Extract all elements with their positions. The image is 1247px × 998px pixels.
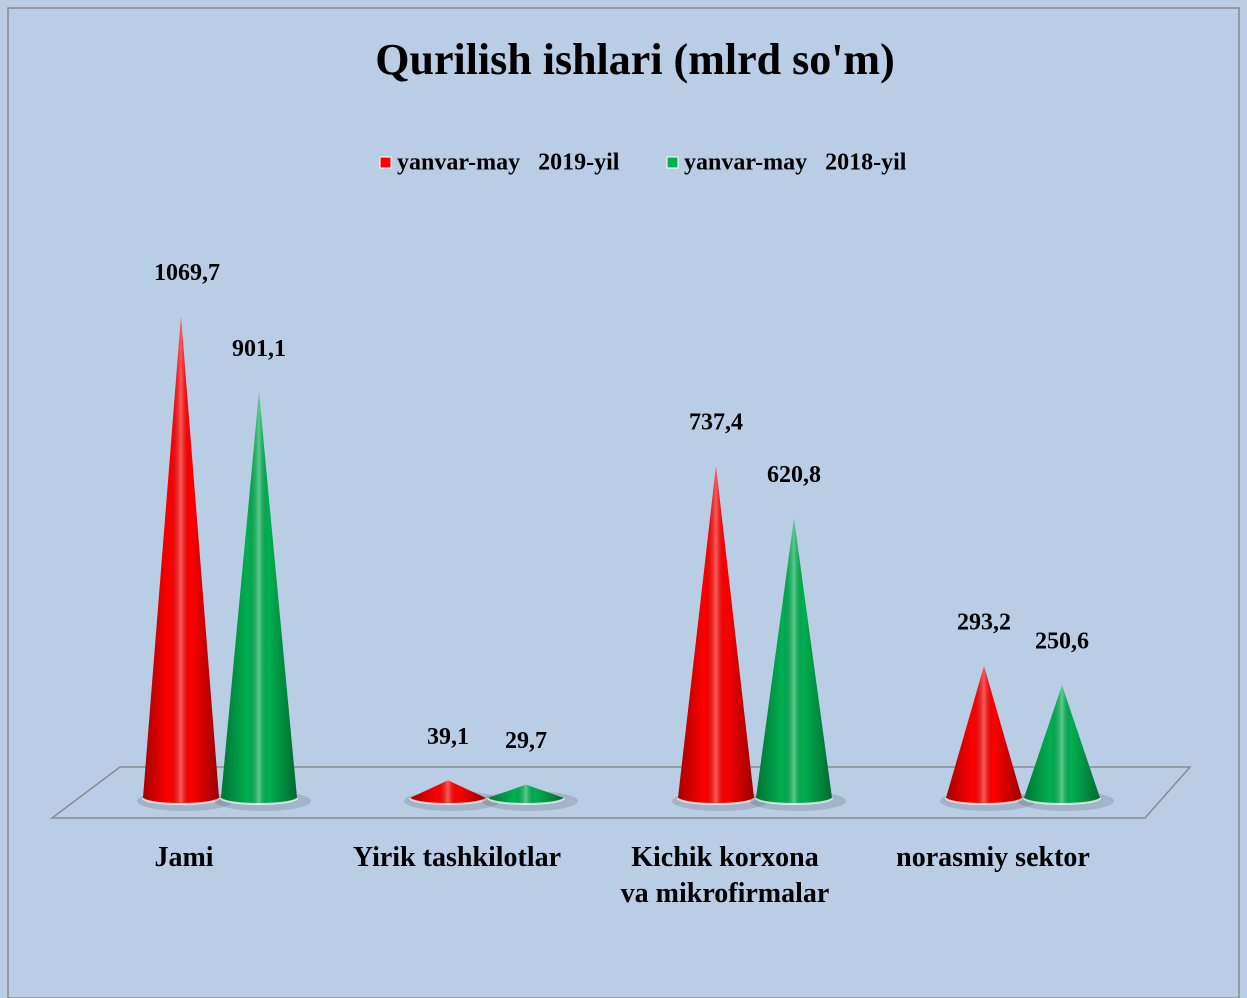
cone-shade <box>221 392 297 804</box>
data-label: 29,7 <box>505 728 547 754</box>
x-tick-label: Yirik tashkilotlar <box>352 842 562 873</box>
cone-rim <box>945 797 1023 805</box>
cone-rim <box>487 797 565 805</box>
x-tick-label: Jami <box>154 842 214 873</box>
legend-label: yanvar-may 2018-yil <box>684 150 907 176</box>
cone-rim <box>220 797 298 805</box>
x-tick-label: Kichik korxona va mikrofirmalar <box>620 842 830 909</box>
cone-shade <box>678 466 754 804</box>
chart-title: Qurilish ishlari (mlrd so'm) <box>375 35 894 84</box>
cone-shade <box>143 316 219 804</box>
data-label: 901,1 <box>232 336 286 362</box>
legend-label: yanvar-may 2019-yil <box>397 150 620 176</box>
data-label: 620,8 <box>767 462 821 488</box>
data-label: 250,6 <box>1035 629 1089 655</box>
cone-shade <box>410 780 486 804</box>
data-label: 1069,7 <box>154 260 220 286</box>
cone-rim <box>409 797 487 805</box>
legend-swatch <box>666 156 679 169</box>
x-tick-label: norasmiy sektor <box>896 842 1090 873</box>
chart-border <box>7 7 1240 998</box>
data-label: 39,1 <box>427 724 469 750</box>
cone-rim <box>142 797 220 805</box>
floor <box>49 766 1192 819</box>
cone-shade <box>756 518 832 804</box>
cone-shade <box>1024 685 1100 804</box>
cone-shade <box>488 784 564 804</box>
cone-rim <box>755 797 833 805</box>
cone-rim <box>1023 797 1101 805</box>
data-label: 737,4 <box>689 410 743 436</box>
cone-shade <box>946 666 1022 804</box>
cone-rim <box>677 797 755 805</box>
data-label: 293,2 <box>957 610 1011 636</box>
legend-swatch <box>379 156 392 169</box>
